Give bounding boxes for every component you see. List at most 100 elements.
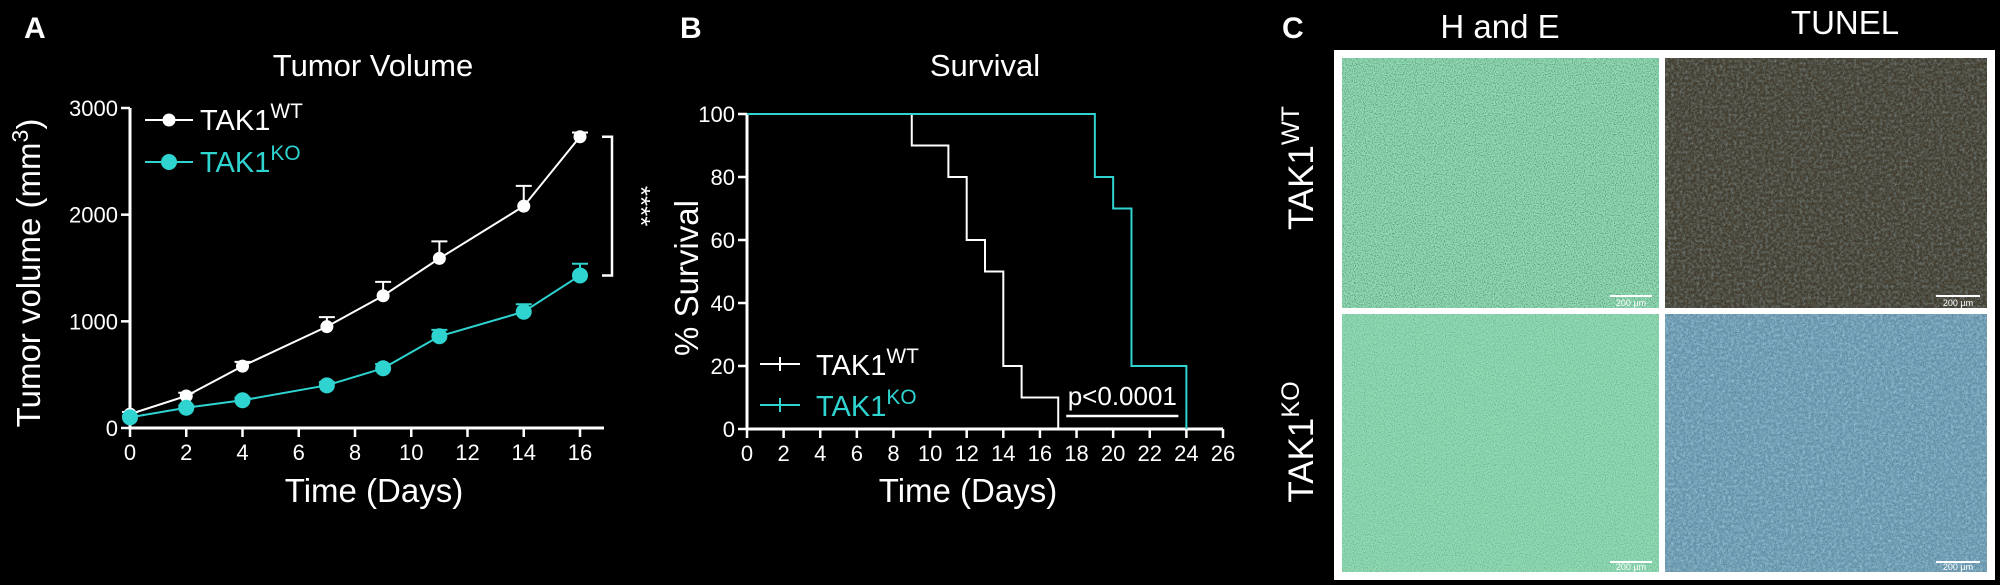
panel-letter-c: C	[1282, 12, 1304, 45]
row-header-wt: TAK1WT	[1277, 106, 1321, 230]
x-tick-label: 24	[1174, 441, 1198, 466]
y-tick-label: 100	[698, 102, 735, 127]
x-tick-label: 10	[918, 441, 942, 466]
scale-bar-he-ko: 200 µm	[1610, 561, 1652, 572]
legend-entry-TAK1KO: TAK1KO	[200, 142, 301, 179]
ylabel-sup: 3	[7, 130, 33, 143]
data-point	[431, 328, 448, 345]
legend-entry-TAK1WT-sup: WT	[886, 345, 919, 368]
data-point	[179, 389, 193, 403]
y-tick-label: 0	[106, 416, 118, 441]
x-tick-label: 20	[1101, 441, 1125, 466]
chart-a-marks: ****	[122, 130, 656, 426]
legend-entry-TAK1KO: TAK1KO	[816, 386, 917, 423]
legend-entry-TAK1WT: TAK1WT	[200, 100, 303, 137]
legend-entry-TAK1KO-base: TAK1	[816, 391, 886, 423]
series-line	[129, 274, 581, 419]
row-header-ko: TAK1KO	[1277, 381, 1321, 502]
legend-entry-TAK1WT: TAK1WT	[816, 345, 919, 382]
y-tick-label: 0	[723, 417, 735, 442]
x-tick-label: 14	[512, 440, 536, 465]
legend-entry-TAK1KO-sup: KO	[886, 386, 916, 409]
scale-bar-tunel-ko: 200 µm	[1936, 561, 1980, 572]
scale-bar-tunel-wt: 200 µm	[1936, 295, 1980, 308]
legend-entry-TAK1WT-sup: WT	[270, 100, 303, 123]
panel-a: A Tumor Volume 0 2 4 6 8 10 12 14 16 0 1000 2000 300…	[7, 12, 656, 509]
survival-curve-TAK1WT	[747, 113, 1060, 429]
chart-a-axes: 0 2 4 6 8 10 12 14 16 0 1000 2000 3000	[69, 96, 604, 465]
panel-letter-a: A	[24, 12, 46, 45]
x-tick-label: 8	[349, 440, 361, 465]
x-tick-label: 22	[1138, 441, 1162, 466]
data-point	[375, 360, 392, 377]
survival-curve-TAK1KO	[747, 113, 1188, 429]
y-tick-label: 60	[711, 228, 735, 253]
row-header-base: TAK1	[1282, 418, 1321, 503]
scale-bar-label: 200 µm	[1943, 298, 1973, 308]
x-tick-label: 6	[851, 441, 863, 466]
chart-b-ylabel: % Survival	[668, 200, 705, 356]
p-value-label: p<0.0001	[1068, 381, 1177, 411]
x-tick-label: 0	[741, 441, 753, 466]
y-tick-label: 20	[711, 354, 735, 379]
significance-label: ****	[626, 186, 656, 226]
data-point	[234, 392, 251, 409]
row-header-sup: WT	[1277, 106, 1305, 145]
micrograph-tunel-wt	[1665, 58, 1987, 308]
x-tick-label: 2	[777, 441, 789, 466]
x-tick-label: 0	[124, 440, 136, 465]
row-header-sup: KO	[1277, 381, 1305, 417]
data-point	[517, 199, 531, 213]
y-tick-label: 80	[711, 165, 735, 190]
x-tick-label: 2	[180, 440, 192, 465]
legend-entry-TAK1WT-base: TAK1	[816, 350, 886, 382]
chart-b-xlabel: Time (Days)	[879, 472, 1057, 509]
x-tick-label: 12	[954, 441, 978, 466]
x-tick-label: 16	[568, 440, 592, 465]
chart-b-title: Survival	[930, 48, 1040, 83]
legend-entry-TAK1WT-base: TAK1	[200, 105, 270, 137]
row-header-base: TAK1	[1282, 145, 1321, 230]
column-header-he: H and E	[1440, 8, 1559, 45]
ylabel-part: Tumor volume (mm	[10, 143, 47, 428]
data-point	[515, 303, 532, 320]
legend-marker	[162, 113, 176, 127]
x-tick-label: 10	[399, 440, 423, 465]
legend-marker	[161, 154, 177, 170]
x-tick-label: 16	[1028, 441, 1052, 466]
x-tick-label: 12	[455, 440, 479, 465]
x-tick-label: 6	[293, 440, 305, 465]
x-tick-label: 18	[1064, 441, 1088, 466]
data-point	[432, 251, 446, 265]
y-tick-label: 3000	[69, 96, 118, 121]
data-point	[573, 130, 587, 144]
y-tick-label: 40	[711, 291, 735, 316]
chart-a-xlabel: Time (Days)	[285, 472, 463, 509]
chart-a-title: Tumor Volume	[273, 48, 473, 83]
series-line	[129, 136, 581, 416]
x-tick-label: 4	[236, 440, 248, 465]
micrograph-he-ko	[1342, 314, 1659, 572]
chart-b-marks: p<0.0001	[747, 113, 1188, 429]
data-point	[572, 267, 588, 284]
x-tick-label: 14	[991, 441, 1015, 466]
micrograph-tunel-ko	[1665, 314, 1987, 572]
data-point	[236, 359, 249, 373]
scale-bar-label: 200 µm	[1616, 562, 1646, 572]
y-tick-label: 1000	[69, 309, 118, 334]
chart-a-ylabel: Tumor volume (mm3)	[7, 119, 47, 428]
panel-b: B Survival 0 2 4 6 8 10 12 14 16 18 20 22 24 26020406…	[668, 12, 1235, 509]
legend-entry-TAK1KO-sup: KO	[270, 142, 300, 165]
y-tick-label: 2000	[69, 203, 118, 228]
scale-bar-label: 200 µm	[1943, 562, 1973, 572]
data-point	[376, 289, 390, 303]
data-point	[318, 377, 335, 394]
series-TAK1WT	[122, 130, 588, 421]
x-tick-label: 4	[814, 441, 826, 466]
significance-bracket	[602, 135, 614, 277]
scale-bar-he-wt: 200 µm	[1610, 295, 1652, 308]
ylabel-part: )	[10, 119, 47, 130]
data-point	[320, 320, 334, 334]
